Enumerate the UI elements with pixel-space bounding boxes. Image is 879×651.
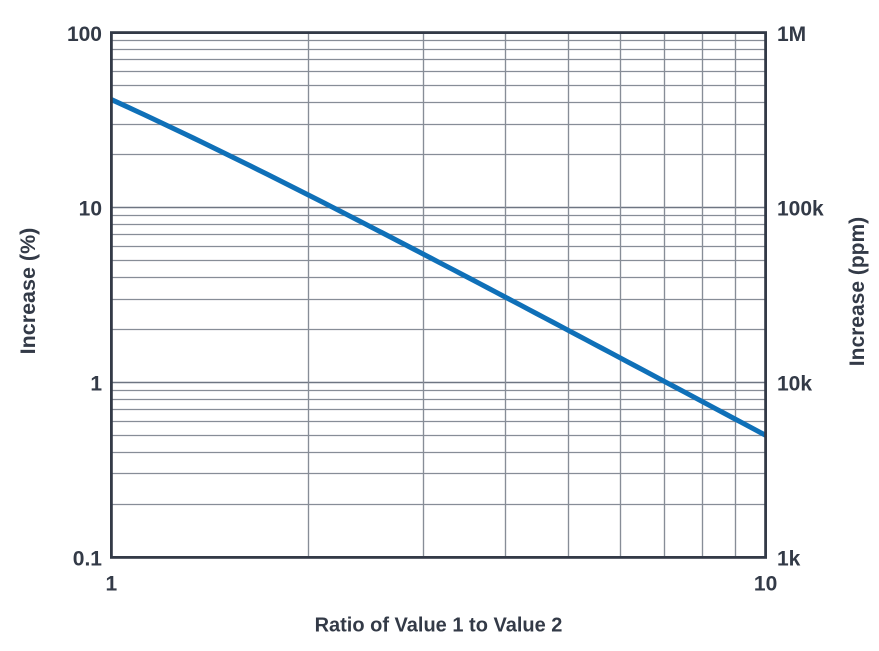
svg-text:100k: 100k [777,198,824,221]
svg-text:0.1: 0.1 [73,548,103,571]
svg-text:100: 100 [67,23,102,46]
svg-text:1: 1 [90,373,102,396]
svg-text:1M: 1M [777,23,806,46]
svg-text:1: 1 [106,573,118,596]
svg-text:10: 10 [79,198,102,221]
svg-text:Ratio of Value 1 to Value 2: Ratio of Value 1 to Value 2 [315,615,563,637]
svg-text:Increase (ppm): Increase (ppm) [846,217,869,366]
svg-text:10: 10 [754,573,777,596]
svg-text:10k: 10k [777,373,812,396]
svg-text:1k: 1k [777,548,801,571]
svg-text:Increase (%): Increase (%) [16,228,40,355]
